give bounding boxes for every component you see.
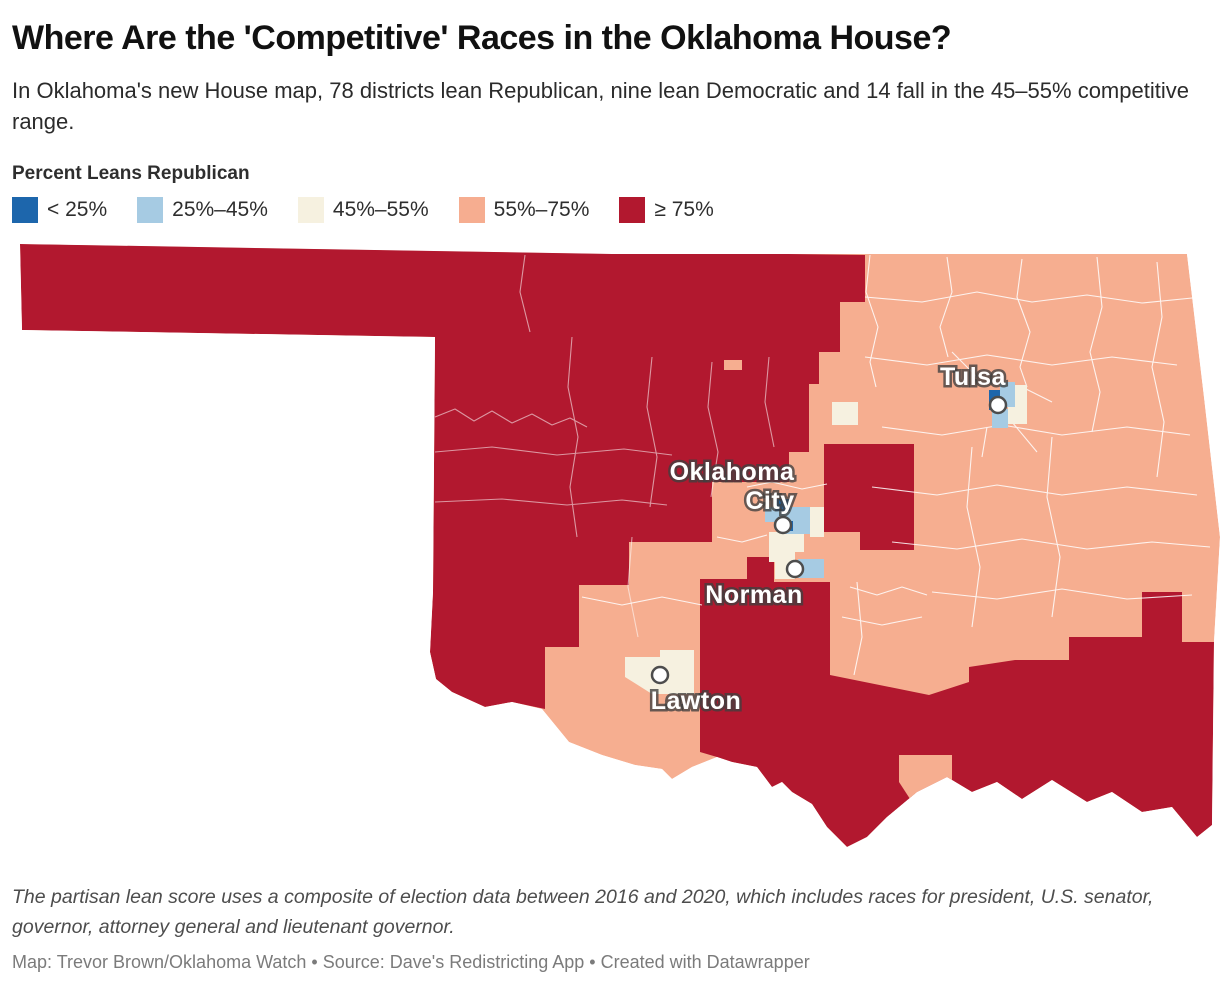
legend-item-lean-rep: 55%–75% xyxy=(458,197,590,224)
district-region-competitive-okc[interactable] xyxy=(769,532,804,580)
legend-label-competitive: 45%–55% xyxy=(332,198,429,222)
page-subtitle: In Oklahoma's new House map, 78 district… xyxy=(12,77,1189,135)
legend-swatch-strong-dem xyxy=(12,197,38,224)
methodology-note: The partisan lean score uses a composite… xyxy=(12,886,1154,938)
district-region-strong-republican-east-of-okc[interactable] xyxy=(824,444,914,551)
district-boundary-lines-west xyxy=(434,255,775,638)
district-region-strong-republican-south[interactable] xyxy=(700,557,1214,848)
page-title: Where Are the 'Competitive' Races in the… xyxy=(12,19,952,57)
legend-swatch-lean-rep xyxy=(458,197,485,224)
district-region-lean-republican-pocket-south[interactable] xyxy=(899,755,952,810)
city-marker-oklahoma-city[interactable] xyxy=(773,516,793,535)
legend-swatch-competitive xyxy=(297,197,324,224)
district-region-lean-dem-norman[interactable] xyxy=(798,559,824,579)
legend-label-strong-rep: ≥ 75% xyxy=(654,198,714,222)
city-label-lawton: Lawton xyxy=(651,687,742,715)
legend-label-strong-dem: < 25% xyxy=(47,198,108,222)
district-boundary-lines-east xyxy=(581,255,1211,676)
city-labels: Tulsa Oklahoma City Norman Lawton xyxy=(648,361,1008,718)
city-label-city: City xyxy=(745,487,794,515)
district-region-competitive-ne-okc[interactable] xyxy=(832,402,858,426)
legend-label-lean-dem: 25%–45% xyxy=(172,198,268,222)
district-region-strong-dem-okc[interactable] xyxy=(775,499,790,512)
oklahoma-district-map: Tulsa Oklahoma City Norman Lawton xyxy=(12,237,1220,857)
city-marker-norman[interactable] xyxy=(785,560,805,579)
city-label-oklahoma: Oklahoma xyxy=(670,458,795,486)
map-footer: The partisan lean score uses a composite… xyxy=(12,883,1206,973)
district-region-strong-republican-west[interactable] xyxy=(20,244,865,710)
legend-title: Percent Leans Republican xyxy=(12,163,250,185)
legend-item-competitive: 45%–55% xyxy=(297,197,429,224)
city-label-tulsa: Tulsa xyxy=(940,363,1007,391)
city-markers xyxy=(650,396,1008,685)
legend-item-strong-dem: < 25% xyxy=(12,197,108,224)
legend-item-lean-dem: 25%–45% xyxy=(137,197,268,224)
district-region-lean-republican-notch-west[interactable] xyxy=(724,360,742,371)
legend-label-lean-rep: 55%–75% xyxy=(493,198,590,222)
city-marker-lawton[interactable] xyxy=(650,666,670,685)
district-region-competitive-okc-east[interactable] xyxy=(810,507,824,538)
legend-swatch-lean-dem xyxy=(137,197,164,224)
city-label-norman: Norman xyxy=(705,581,802,609)
legend-row: < 25% 25%–45% 45%–55% 55%–75% ≥ 75% xyxy=(12,197,1206,224)
legend-item-strong-rep: ≥ 75% xyxy=(619,197,714,224)
legend-swatch-strong-rep xyxy=(619,197,646,224)
city-marker-tulsa[interactable] xyxy=(988,396,1008,415)
credits-line: Map: Trevor Brown/Oklahoma Watch • Sourc… xyxy=(12,951,810,972)
map-svg: Tulsa Oklahoma City Norman Lawton xyxy=(20,244,1220,848)
map-legend: Percent Leans Republican < 25% 25%–45% 4… xyxy=(12,163,1206,224)
